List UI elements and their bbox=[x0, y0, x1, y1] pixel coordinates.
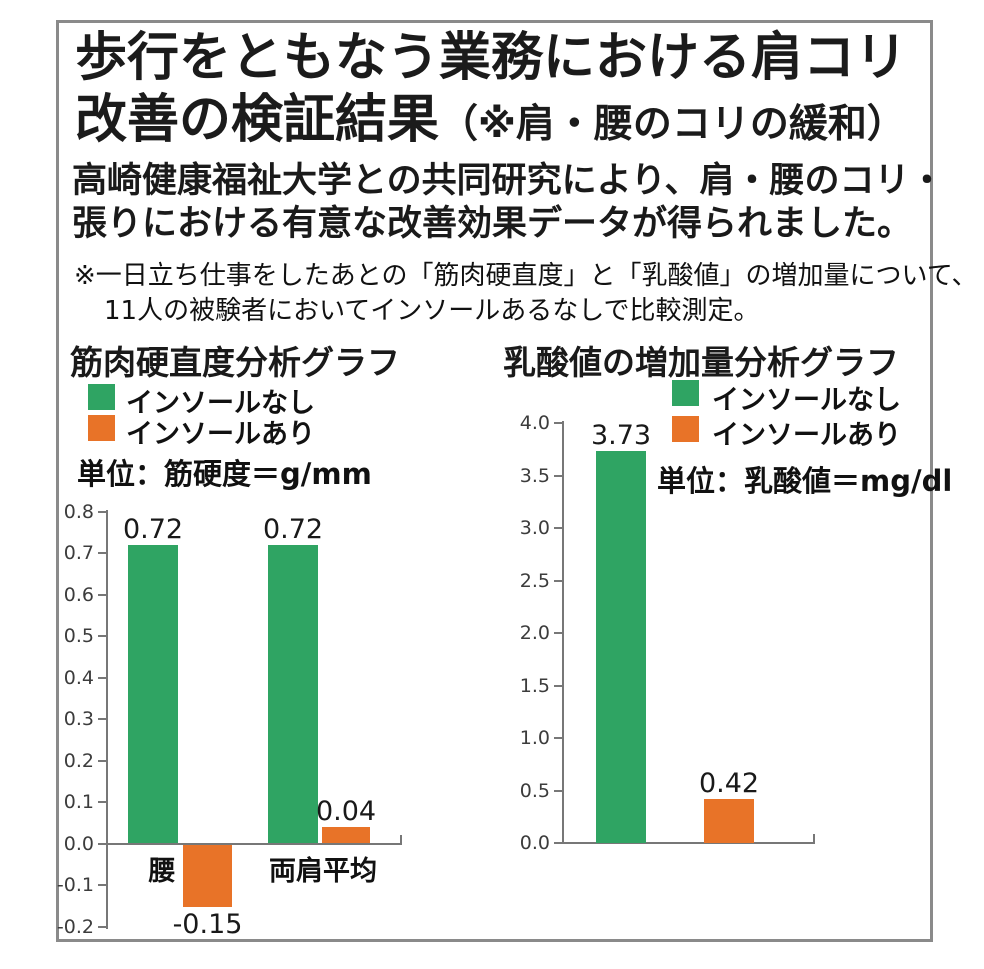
y-axis-tick bbox=[554, 527, 562, 529]
y-axis-tick bbox=[98, 801, 106, 803]
y-axis-tick-label: 1.5 bbox=[519, 674, 550, 697]
page-title-line2-paren: （※肩・腰のコリの緩和） bbox=[439, 102, 906, 147]
y-axis-tick-label: -0.1 bbox=[56, 874, 94, 896]
y-axis-tick-label: 0.5 bbox=[519, 779, 550, 802]
y-axis-tick bbox=[98, 635, 106, 637]
x-axis-end-tick bbox=[813, 834, 815, 843]
y-axis-tick bbox=[98, 552, 106, 554]
y-axis-line bbox=[106, 510, 108, 929]
y-axis-line bbox=[562, 421, 564, 844]
left-legend-label-ari: インソールあり bbox=[126, 419, 315, 450]
y-axis-tick bbox=[554, 842, 562, 844]
y-axis-tick bbox=[98, 884, 106, 886]
y-axis-tick-label: 0.0 bbox=[519, 832, 550, 854]
y-axis-tick bbox=[554, 737, 562, 739]
y-axis-tick bbox=[98, 842, 106, 845]
outer-frame bbox=[56, 20, 933, 942]
right-legend-label-ari: インソールあり bbox=[712, 420, 901, 451]
subtitle-line1: 高崎健康福祉大学との共同研究により、肩・腰のコリ・ bbox=[72, 161, 945, 201]
page-title-line2-main: 改善の検証結果 bbox=[75, 90, 440, 150]
bar-value-label: -0.15 bbox=[172, 908, 243, 940]
bar-value-label: 0.42 bbox=[698, 767, 760, 799]
y-axis-tick bbox=[554, 632, 562, 634]
bar-insole-ari bbox=[183, 844, 232, 907]
y-axis-tick-label: 0.4 bbox=[63, 666, 94, 689]
right-unit-label: 単位：乳酸値＝mg/dl bbox=[657, 464, 953, 498]
y-axis-tick-label: 0.6 bbox=[63, 583, 94, 606]
y-axis-tick-label: 0.0 bbox=[63, 832, 94, 855]
y-axis-tick-label: 1.0 bbox=[519, 727, 550, 749]
note-line2: 11人の被験者においてインソールあるなしで比較測定。 bbox=[104, 296, 760, 326]
y-axis-tick-label: -0.2 bbox=[56, 915, 94, 938]
y-axis-tick-label: 0.7 bbox=[63, 542, 94, 564]
bar-insole-ari bbox=[322, 826, 370, 844]
bar-insole-nashi bbox=[128, 544, 178, 844]
right-legend-label-nashi: インソールなし bbox=[712, 385, 901, 416]
y-axis-tick bbox=[98, 676, 106, 679]
right-legend-swatch-orange bbox=[672, 416, 699, 442]
left-legend-swatch-green bbox=[88, 384, 115, 410]
y-axis-tick bbox=[98, 925, 106, 928]
subtitle-line2: 張りにおける有意な改善効果データが得られました。 bbox=[72, 204, 913, 244]
left-legend-swatch-orange bbox=[88, 415, 115, 441]
y-axis-tick bbox=[98, 593, 106, 596]
left-chart-title: 筋肉硬直度分析グラフ bbox=[70, 343, 400, 382]
y-axis-tick-label: 3.0 bbox=[519, 517, 550, 539]
x-axis-line bbox=[562, 842, 815, 844]
y-axis-tick bbox=[554, 789, 562, 792]
y-axis-tick bbox=[98, 759, 106, 762]
y-axis-tick-label: 0.2 bbox=[63, 749, 94, 772]
y-axis-tick-label: 2.5 bbox=[519, 569, 550, 592]
y-axis-tick bbox=[554, 579, 562, 582]
bar-insole-nashi bbox=[596, 451, 646, 843]
category-label: 腰 bbox=[148, 856, 176, 887]
y-axis-tick-label: 4.0 bbox=[519, 412, 550, 434]
y-axis-tick bbox=[554, 474, 562, 477]
left-legend-label-nashi: インソールなし bbox=[126, 388, 315, 419]
bar-value-label: 0.72 bbox=[262, 513, 324, 545]
bar-value-label: 0.72 bbox=[122, 513, 184, 545]
right-chart-title: 乳酸値の増加量分析グラフ bbox=[503, 343, 899, 382]
x-axis-line bbox=[106, 842, 402, 845]
y-axis-tick-label: 0.5 bbox=[63, 625, 94, 647]
y-axis-tick-label: 2.0 bbox=[519, 622, 550, 644]
left-unit-label: 単位：筋硬度＝g/mm bbox=[77, 457, 372, 491]
bar-insole-ari bbox=[704, 798, 754, 843]
y-axis-tick-label: 3.5 bbox=[519, 464, 550, 487]
y-axis-tick bbox=[98, 718, 106, 720]
y-axis-tick bbox=[98, 510, 106, 513]
x-axis-end-tick bbox=[400, 834, 402, 844]
y-axis-tick-label: 0.1 bbox=[63, 791, 94, 813]
note-line1: ※一日立ち仕事をしたあとの「筋肉硬直度」と「乳酸値」の増加量について、 bbox=[74, 261, 978, 291]
y-axis-tick-label: 0.8 bbox=[63, 500, 94, 523]
bar-value-label: 3.73 bbox=[590, 420, 652, 452]
bar-insole-nashi bbox=[268, 544, 318, 844]
right-legend-swatch-green bbox=[672, 380, 699, 406]
y-axis-tick bbox=[554, 684, 562, 687]
bar-value-label: 0.04 bbox=[315, 795, 377, 827]
category-label: 両肩平均 bbox=[269, 856, 377, 887]
page-title-line1: 歩行をともなう業務における肩コリ bbox=[75, 28, 908, 88]
page-title-line2: 改善の検証結果（※肩・腰のコリの緩和） bbox=[75, 90, 906, 162]
y-axis-tick-label: 0.3 bbox=[63, 708, 94, 730]
y-axis-tick bbox=[554, 422, 562, 424]
